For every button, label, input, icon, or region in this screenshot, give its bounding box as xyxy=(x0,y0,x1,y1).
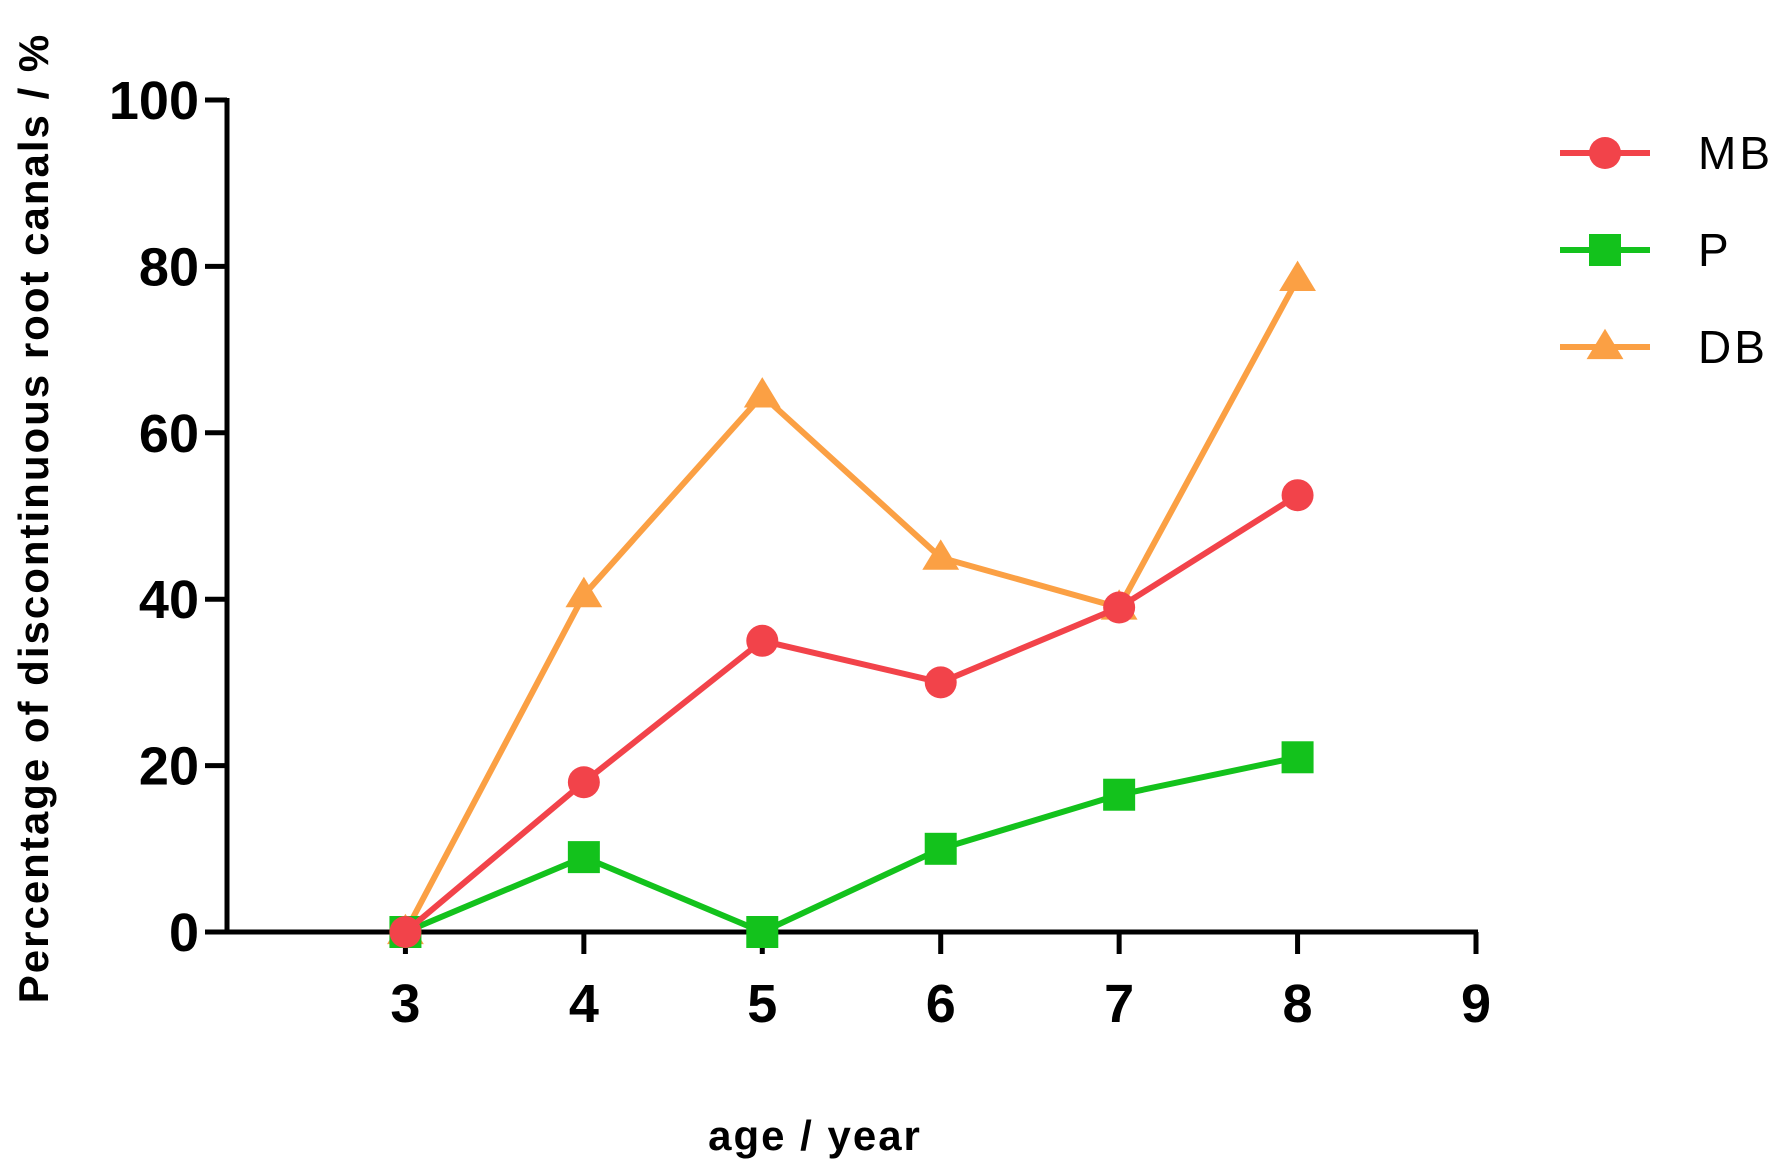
legend-marker-mb xyxy=(1589,137,1621,169)
data-point-mb xyxy=(389,916,422,948)
x-tick-label: 7 xyxy=(1104,974,1134,1034)
data-point-db xyxy=(922,539,960,570)
axes: 0 20 40 60 80 100 3 4 5 6 7 8 9 xyxy=(109,71,1491,1034)
data-point-p xyxy=(567,841,600,874)
x-tick-label: 9 xyxy=(1461,974,1491,1034)
y-tick-label: 40 xyxy=(139,570,199,630)
data-point-db xyxy=(565,576,603,608)
legend-item-db: DB xyxy=(1560,321,1768,373)
legend-label: P xyxy=(1698,224,1732,276)
x-tick-label: 3 xyxy=(390,974,420,1034)
series-line-db xyxy=(402,277,1301,934)
series-mb xyxy=(389,479,1314,948)
data-point-p xyxy=(1103,778,1136,811)
data-point-p xyxy=(1281,741,1314,774)
x-tick-label: 5 xyxy=(747,974,777,1034)
data-point-mb xyxy=(924,666,957,699)
y-axis-title: Percentage of discontinuous root canals … xyxy=(10,33,57,1004)
data-point-p xyxy=(924,832,957,865)
legend: MB P DB xyxy=(1560,127,1773,373)
series-layer xyxy=(387,260,1316,948)
x-tick-label: 6 xyxy=(926,974,956,1034)
data-point-mb xyxy=(1103,591,1136,624)
y-tick-label: 80 xyxy=(139,237,199,297)
y-tick-label: 60 xyxy=(139,404,199,464)
legend-item-p: P xyxy=(1560,224,1732,276)
series-p xyxy=(389,741,1314,948)
data-point-mb xyxy=(1281,479,1314,512)
legend-item-mb: MB xyxy=(1560,127,1773,179)
y-tick-label: 100 xyxy=(109,71,199,131)
y-tick-label: 20 xyxy=(139,737,199,797)
legend-label: MB xyxy=(1698,127,1773,179)
series-line-mb xyxy=(403,492,1300,935)
data-point-mb xyxy=(567,766,600,799)
legend-marker-db xyxy=(1586,328,1624,360)
y-tick-label: 0 xyxy=(169,903,199,963)
x-tick-label: 8 xyxy=(1283,974,1313,1034)
series-line-p xyxy=(404,754,1299,935)
data-point-db xyxy=(743,377,781,408)
legend-label: DB xyxy=(1698,321,1768,373)
x-axis-title: age / year xyxy=(708,1112,922,1159)
data-point-p xyxy=(746,916,779,948)
legend-marker-p xyxy=(1589,234,1621,266)
data-point-db xyxy=(1279,260,1316,292)
x-tick-label: 4 xyxy=(569,974,599,1034)
series-db xyxy=(387,260,1316,945)
data-point-mb xyxy=(746,624,779,657)
